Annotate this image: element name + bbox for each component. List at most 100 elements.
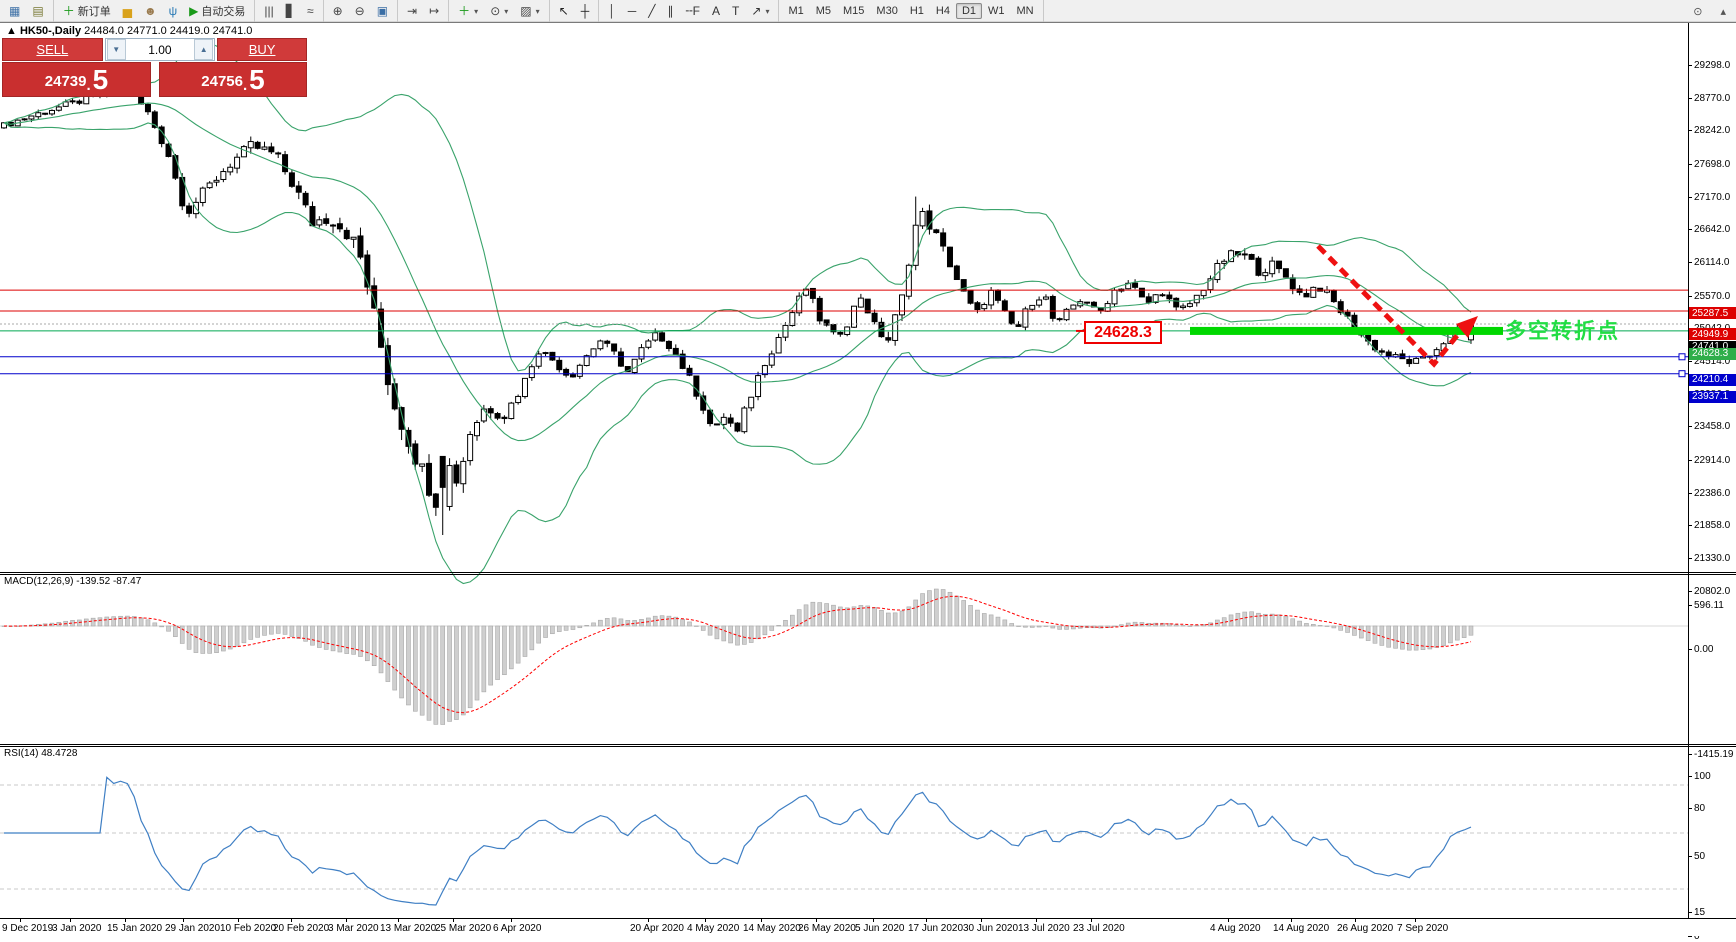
tile-windows-icon[interactable]: ▣ xyxy=(372,2,393,20)
label-icon[interactable]: T xyxy=(727,2,744,20)
zoom-in-icon: ⊕ xyxy=(332,4,343,18)
rsi-label: RSI(14) 48.4728 xyxy=(4,748,78,759)
contacts-icon[interactable]: ☻ xyxy=(139,2,162,20)
cursor-icon[interactable]: ↖ xyxy=(554,2,574,20)
time-tick-label: 26 Aug 2020 xyxy=(1337,923,1394,934)
pane-separator xyxy=(0,746,1736,747)
annotation-text[interactable]: 多空转折点 xyxy=(1505,320,1620,343)
text-icon[interactable]: A xyxy=(707,2,725,20)
time-tick-label: 14 Aug 2020 xyxy=(1273,923,1330,934)
rsi-tick-label: 100 xyxy=(1694,771,1711,782)
volume-down-icon[interactable]: ▼ xyxy=(106,39,126,60)
rsi-tick-label: 15 xyxy=(1694,907,1706,918)
line-chart-icon[interactable]: ≈ xyxy=(302,2,319,20)
rsi-indicator xyxy=(0,776,1688,906)
one-click-trading-panel: SELL ▼ ▲ BUY 24739 . 5 24756 . 5 xyxy=(2,38,307,97)
pane-separator[interactable] xyxy=(0,744,1736,745)
fibonacci-icon[interactable]: ╌F xyxy=(680,2,705,20)
time-axis[interactable]: 9 Dec 2019 3 Jan 2020 15 Jan 2020 29 Jan 20… xyxy=(0,919,1736,936)
time-tick-label: 13 Mar 2020 xyxy=(380,923,437,934)
sell-price-pips: 5 xyxy=(92,64,109,95)
trend-arrow[interactable] xyxy=(1316,244,1478,368)
chart-area[interactable]: ▲ HK50-,Daily 24484.0 24771.0 24419.0 24… xyxy=(0,23,1736,942)
channel-icon[interactable]: ∥ xyxy=(662,2,678,20)
timeframe-m30[interactable]: M30 xyxy=(876,5,898,17)
timeframe-m5[interactable]: M5 xyxy=(815,5,832,17)
auto-scroll-icon: ⇥ xyxy=(407,4,418,18)
crosshair-icon: ┼ xyxy=(580,4,590,18)
volume-stepper[interactable]: ▼ ▲ xyxy=(104,38,216,61)
zoom-in-icon[interactable]: ⊕ xyxy=(328,2,348,20)
line-handle[interactable] xyxy=(1678,353,1686,361)
channel-icon: ∥ xyxy=(667,4,674,18)
line-handle[interactable] xyxy=(1678,370,1686,378)
vertical-line-icon[interactable]: │ xyxy=(603,2,621,20)
price-tick-label: 20802.0 xyxy=(1694,585,1731,597)
sell-price[interactable]: 24739 . 5 xyxy=(2,62,151,97)
crosshair-icon[interactable]: ┼ xyxy=(576,2,595,20)
price-badge: 24210.4 xyxy=(1689,373,1736,386)
timeframe-m1[interactable]: M1 xyxy=(788,5,804,17)
price-level-callout[interactable]: 24628.3 xyxy=(1084,321,1162,344)
new-order-button[interactable]: ＋新订单 xyxy=(58,1,116,21)
bar-chart-icon[interactable]: ||| xyxy=(259,2,278,20)
price-tick-label: 27170.0 xyxy=(1694,191,1731,203)
toolbar-group: ||| ▋ ≈ xyxy=(255,0,324,22)
chevron-down-icon[interactable]: ▾ xyxy=(765,6,770,16)
deposit-icon[interactable]: ▅ xyxy=(118,2,137,20)
chart-shift-icon: ↦ xyxy=(429,4,440,18)
time-tick-label: 26 May 2020 xyxy=(798,923,856,934)
zoom-out-icon[interactable]: ⊖ xyxy=(350,2,370,20)
volume-up-icon[interactable]: ▲ xyxy=(194,39,214,60)
chart-shift-icon[interactable]: ↦ xyxy=(424,2,444,20)
timeframe-w1[interactable]: W1 xyxy=(988,5,1005,17)
price-axis-line[interactable] xyxy=(1688,23,1689,918)
volume-input[interactable] xyxy=(126,41,194,58)
timeframe-m15[interactable]: M15 xyxy=(843,5,865,17)
symbol-marker-icon: ▲ xyxy=(6,25,17,37)
pane-separator[interactable] xyxy=(0,572,1736,573)
horizontal-line-icon[interactable]: ─ xyxy=(623,2,642,20)
signal-icon[interactable]: ψ xyxy=(164,2,183,20)
timeframe-toolbar: M1 M5 M15 M30 H1 H4 D1 W1 MN xyxy=(779,0,1044,22)
candlestick-chart-icon[interactable]: ▋ xyxy=(281,2,300,20)
chart-canvas[interactable] xyxy=(0,23,1688,918)
profiles-icon[interactable]: ▤ xyxy=(27,2,48,20)
templates-button[interactable]: ▨ ▾ xyxy=(515,2,544,20)
timeframe-d1[interactable]: D1 xyxy=(955,3,983,19)
clock-icon[interactable]: ⊙ xyxy=(1693,5,1703,18)
price-badge: 25287.5 xyxy=(1689,307,1736,320)
collapse-icon[interactable]: ▴ xyxy=(1720,5,1726,18)
toolbar-group: ↖ ┼ xyxy=(550,0,600,22)
autotrading-button[interactable]: ▶ 自动交易 xyxy=(184,1,250,21)
periods-button[interactable]: ⊙ ▾ xyxy=(485,2,513,20)
time-tick-label: 7 Sep 2020 xyxy=(1397,923,1449,934)
support-band[interactable] xyxy=(1190,326,1503,335)
chevron-down-icon[interactable]: ▾ xyxy=(474,6,479,16)
buy-price-main: 24756 xyxy=(201,73,243,90)
symbol-title: ▲ HK50-,Daily 24484.0 24771.0 24419.0 24… xyxy=(6,25,252,37)
timeframe-h4[interactable]: H4 xyxy=(935,5,950,17)
time-tick-label: 15 Jan 2020 xyxy=(107,923,163,934)
timeframe-mn[interactable]: MN xyxy=(1016,5,1034,17)
timeframe-h1[interactable]: H1 xyxy=(909,5,924,17)
buy-price-dot: . xyxy=(242,77,248,94)
chevron-down-icon[interactable]: ▾ xyxy=(535,6,540,16)
buy-button[interactable]: BUY xyxy=(217,38,307,61)
toolbar-group: ＋新订单 ▅ ☻ ψ ▶ 自动交易 xyxy=(54,0,256,22)
time-tick-label: 5 Jun 2020 xyxy=(855,923,905,934)
auto-scroll-icon[interactable]: ⇥ xyxy=(402,2,422,20)
indicators-button[interactable]: ＋ ▾ xyxy=(453,2,483,20)
time-tick-label: 4 May 2020 xyxy=(687,923,740,934)
new-chart-icon: ▦ xyxy=(9,4,21,18)
arrows-icon[interactable]: ↗ ▾ xyxy=(746,2,774,20)
price-tick-label: 28242.0 xyxy=(1694,125,1731,137)
price-tick-label: 26114.0 xyxy=(1694,257,1730,268)
chevron-down-icon[interactable]: ▾ xyxy=(504,6,509,16)
new-chart-icon[interactable]: ▦ xyxy=(4,2,25,20)
trendline-icon[interactable]: ╱ xyxy=(643,2,660,20)
buy-price[interactable]: 24756 . 5 xyxy=(159,62,307,97)
bar-chart-icon: ||| xyxy=(264,4,274,18)
contacts-icon: ☻ xyxy=(143,4,157,18)
sell-button[interactable]: SELL xyxy=(2,38,103,61)
